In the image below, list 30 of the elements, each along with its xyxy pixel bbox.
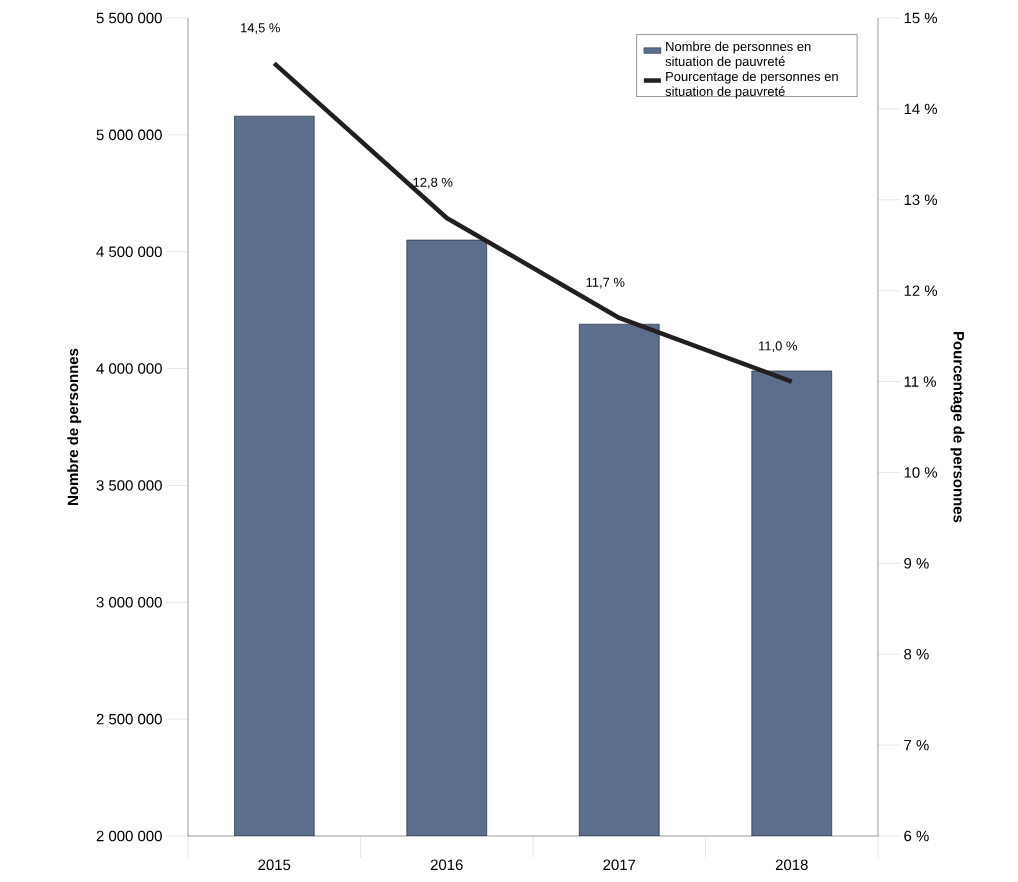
y2-tick-label: 12 % xyxy=(904,285,938,296)
y-axis-title: Nombre de personnes xyxy=(67,348,82,505)
y2-tick-label: 15 % xyxy=(904,12,938,24)
y-tick-label: 2 000 000 xyxy=(96,830,162,842)
y-tick-label: 5 500 000 xyxy=(96,12,162,24)
y2-tick-label: 11 % xyxy=(904,376,936,387)
y-tick-label: 4 500 000 xyxy=(96,246,162,257)
y2-tick-label: 9 % xyxy=(904,558,929,569)
data-label: 12,8 % xyxy=(413,177,453,189)
y2-tick-label: 14 % xyxy=(904,103,938,115)
y-tick-label: 3 500 000 xyxy=(96,480,162,491)
y-tick-label: 3 000 000 xyxy=(96,596,162,608)
y2-axis-title: Pourcentage de personnes xyxy=(950,332,965,523)
y-tick-label: 2 500 000 xyxy=(96,713,162,725)
data-label: 11,7 % xyxy=(586,277,625,289)
y2-tick-label: 13 % xyxy=(904,194,938,206)
data-label: 14,5 % xyxy=(241,23,280,34)
x-tick-label: 2018 xyxy=(775,859,808,871)
y2-tick-label: 8 % xyxy=(904,648,929,660)
x-tick-label: 2016 xyxy=(430,859,463,871)
data-label: 11,0 % xyxy=(759,341,797,353)
legend-label: Pourcentage de personnes en situation de pauvreté xyxy=(665,71,838,99)
y-tick-label: 4 000 000 xyxy=(96,363,162,374)
y2-tick-label: 10 % xyxy=(904,467,938,478)
y2-tick-label: 6 % xyxy=(904,830,929,842)
x-tick-label: 2017 xyxy=(603,859,636,871)
y2-tick-label: 7 % xyxy=(904,739,929,751)
x-tick-label: 2015 xyxy=(258,859,291,871)
legend-label: Nombre de personnes en situation de pauvreté xyxy=(665,41,811,69)
y-tick-label: 5 000 000 xyxy=(96,129,162,141)
